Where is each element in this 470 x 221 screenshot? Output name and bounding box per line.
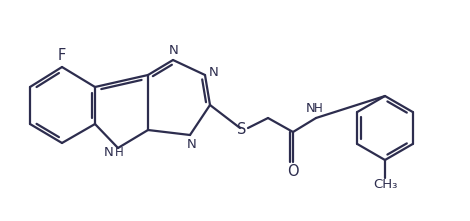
Text: H: H bbox=[313, 103, 322, 116]
Text: S: S bbox=[237, 122, 247, 137]
Text: CH₃: CH₃ bbox=[373, 179, 397, 192]
Text: N: N bbox=[209, 67, 219, 80]
Text: N: N bbox=[169, 44, 179, 57]
Text: N: N bbox=[104, 147, 114, 160]
Text: N: N bbox=[187, 139, 197, 152]
Text: O: O bbox=[287, 164, 299, 179]
Text: N: N bbox=[306, 103, 316, 116]
Text: F: F bbox=[58, 48, 66, 63]
Text: H: H bbox=[115, 147, 123, 160]
